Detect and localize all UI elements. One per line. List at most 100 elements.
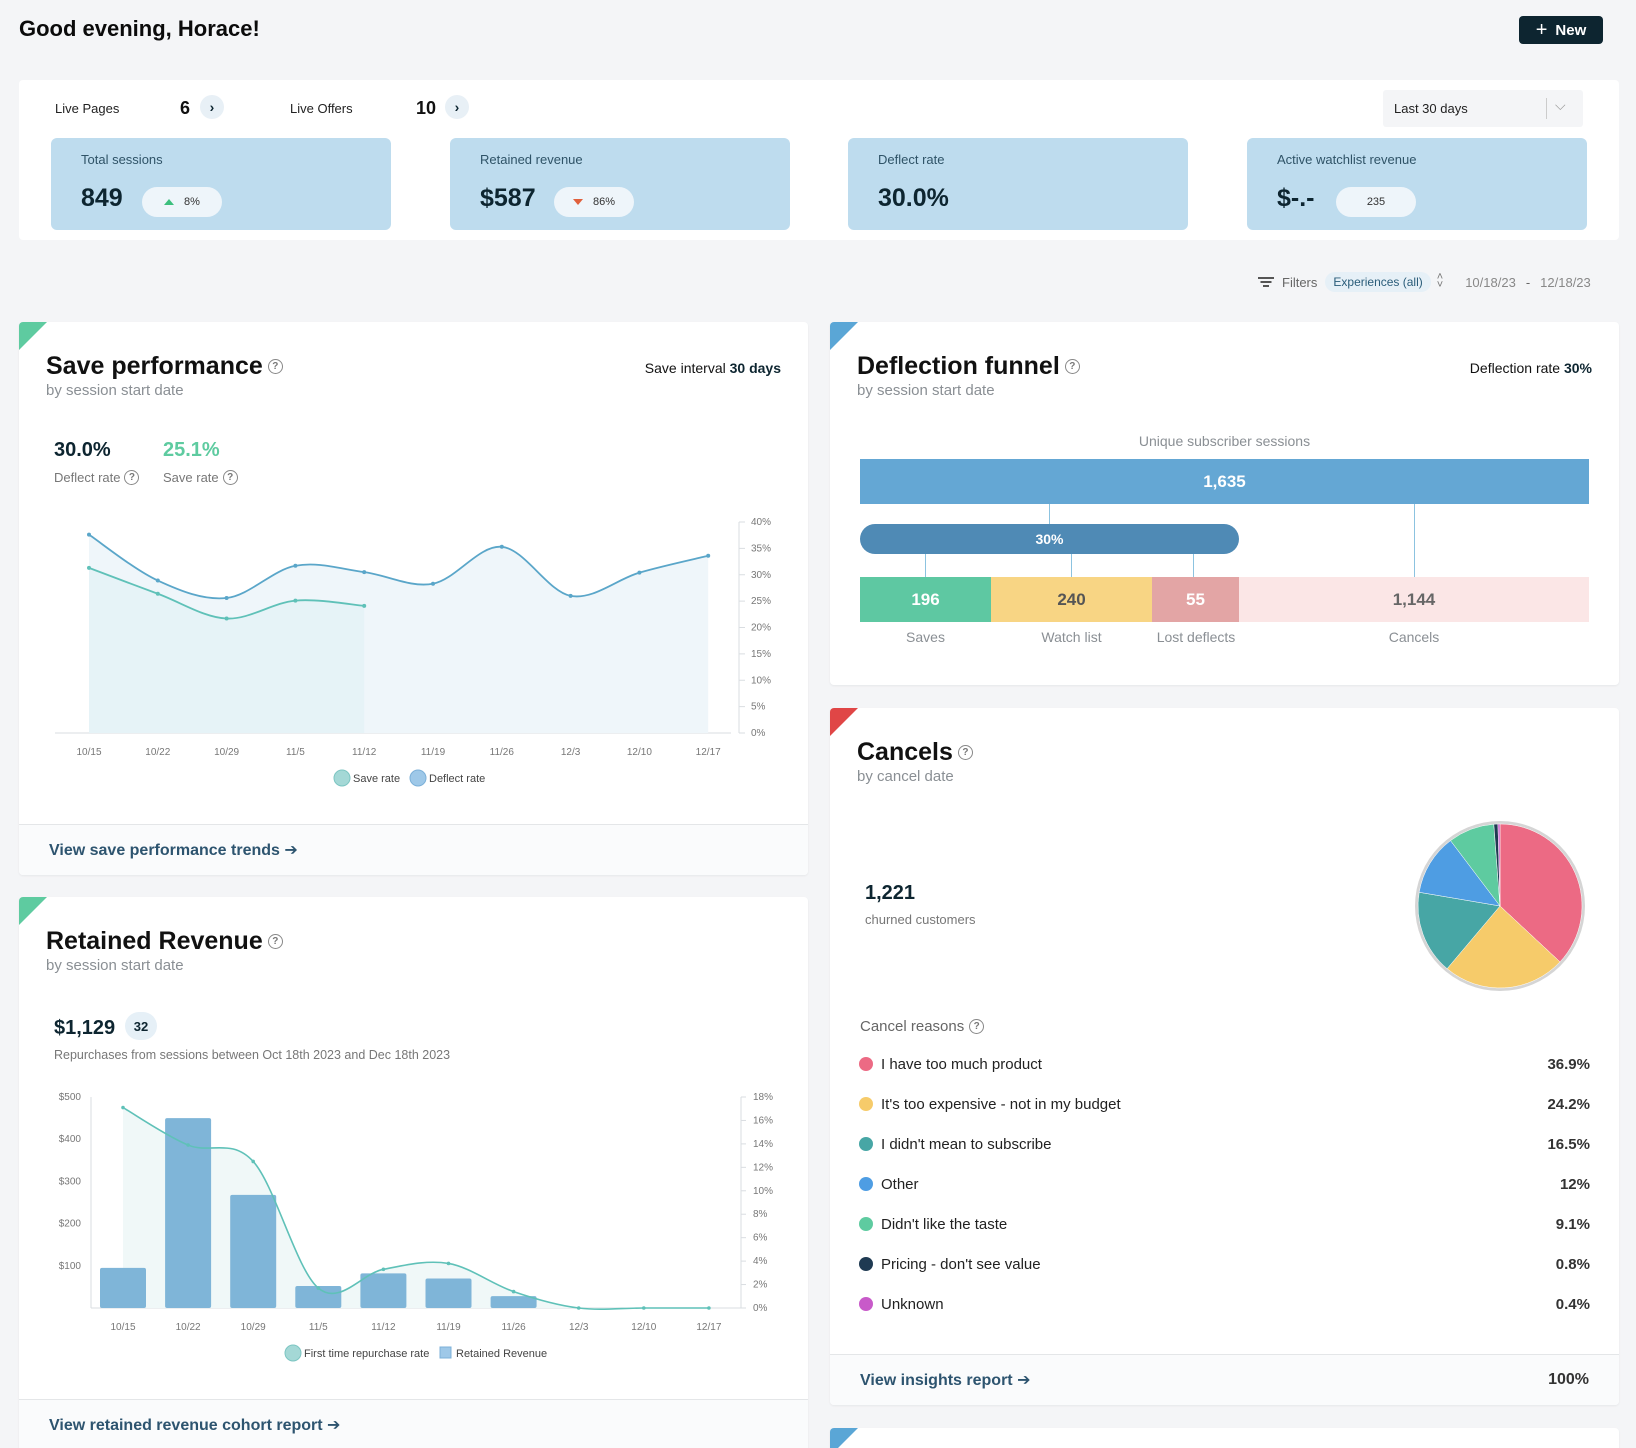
cancel-reason-row[interactable]: Didn't like the taste 9.1% xyxy=(859,1214,1590,1234)
card-subtitle: by session start date xyxy=(46,957,184,974)
y-left-tick-label: $400 xyxy=(59,1134,82,1145)
cancel-reason-row[interactable]: I didn't mean to subscribe 16.5% xyxy=(859,1134,1590,1154)
experiences-filter[interactable]: Experiences (all) xyxy=(1325,272,1431,292)
deflection-rate: Deflection rate 30% xyxy=(1470,360,1592,376)
pie-slice xyxy=(1497,823,1501,907)
y-left-tick-label: $500 xyxy=(59,1092,82,1103)
x-tick-label: 11/26 xyxy=(490,747,515,758)
y-tick-label: 25% xyxy=(751,596,771,607)
y-right-tick-label: 18% xyxy=(753,1092,773,1103)
cancel-reason-label: Didn't like the taste xyxy=(881,1215,1008,1233)
y-right-tick-label: 0% xyxy=(753,1303,768,1314)
insights-report-link[interactable]: View insights report ➔ xyxy=(860,1372,1031,1389)
x-tick-label: 11/26 xyxy=(501,1322,526,1333)
kpi-change-value: 86% xyxy=(592,196,616,208)
x-tick-label: 11/12 xyxy=(352,747,377,758)
x-tick-label: 12/10 xyxy=(627,747,652,758)
date-range-select[interactable]: Last 30 days ⌵ xyxy=(1383,90,1583,127)
cancel-reason-label: I have too much product xyxy=(881,1055,1042,1073)
kpi-change-badge: 8% xyxy=(142,187,222,217)
funnel-saves-bar[interactable]: 196 xyxy=(860,577,991,622)
live-offers-label: Live Offers xyxy=(290,101,353,116)
help-icon[interactable]: ? xyxy=(124,470,140,485)
churned-label: churned customers xyxy=(865,912,976,927)
summary-panel: Live Pages 6 › Live Offers 10 › Last 30 … xyxy=(19,80,1619,240)
date-to[interactable]: 12/18/23 xyxy=(1540,274,1591,290)
cancel-reason-label: It's too expensive - not in my budget xyxy=(881,1095,1121,1113)
x-tick-label: 11/12 xyxy=(371,1322,396,1333)
y-left-tick-label: $100 xyxy=(59,1261,82,1272)
cancels-footer: View insights report ➔ 100% xyxy=(830,1354,1619,1405)
funnel-watchlist-bar[interactable]: 240 xyxy=(991,577,1152,622)
x-tick-label: 12/17 xyxy=(696,747,721,758)
pie-slice xyxy=(1418,840,1501,907)
y-tick-label: 35% xyxy=(751,543,771,554)
deflect-rate-point xyxy=(637,570,642,575)
kpi-value: $-.- xyxy=(1277,184,1315,212)
card-title-text: Save performance xyxy=(46,352,263,380)
date-from[interactable]: 10/18/23 xyxy=(1465,274,1516,290)
cancel-reasons-label: Cancel reasons ? xyxy=(860,1018,985,1035)
kpi-total-sessions[interactable]: Total sessions 849 8% xyxy=(51,138,391,230)
cancel-reason-row[interactable]: Pricing - don't see value 0.8% xyxy=(859,1254,1590,1274)
y-right-tick-label: 4% xyxy=(753,1256,768,1267)
funnel-connector xyxy=(1071,554,1072,577)
legend-repurchase-rate-swatch xyxy=(284,1344,302,1362)
sort-icon[interactable]: ˄ ˅ xyxy=(1436,271,1444,291)
funnel-total-bar[interactable]: 1,635 xyxy=(860,459,1589,504)
kpi-change-value: 8% xyxy=(184,196,200,208)
kpi-retained-revenue[interactable]: Retained revenue $587 86% xyxy=(450,138,790,230)
legend-save-rate-swatch xyxy=(333,769,351,787)
help-icon[interactable]: ? xyxy=(267,934,283,949)
cancel-reason-row[interactable]: I have too much product 36.9% xyxy=(859,1054,1590,1074)
live-pages-count: 6 xyxy=(180,98,191,118)
deflect-rate-point xyxy=(293,563,298,568)
help-icon[interactable]: ? xyxy=(222,470,238,485)
live-offers-chevron-icon[interactable]: › xyxy=(445,95,469,119)
card-corner xyxy=(19,322,47,350)
x-tick-label: 11/19 xyxy=(436,1322,461,1333)
live-pages-chevron-icon[interactable]: › xyxy=(200,95,224,119)
funnel-connector xyxy=(925,554,926,577)
funnel-deflect-bar[interactable]: 30% xyxy=(860,524,1239,554)
cancel-reasons-pie xyxy=(1415,821,1585,991)
card-subtitle: by cancel date xyxy=(857,768,954,785)
next-card xyxy=(830,1428,1619,1448)
save-performance-card: Save performance ? by session start date… xyxy=(19,322,808,875)
filter-icon[interactable] xyxy=(1258,276,1274,288)
cancel-reason-pct: 16.5% xyxy=(1547,1135,1590,1153)
filters-bar: Filters Experiences (all) ˄ ˅ 10/18/23 - … xyxy=(1258,272,1591,292)
pie-slice xyxy=(1446,905,1561,989)
legend-dot xyxy=(859,1097,873,1111)
legend-dot xyxy=(859,1257,873,1271)
x-tick-label: 10/15 xyxy=(76,747,101,758)
x-tick-label: 10/15 xyxy=(110,1322,135,1333)
cancel-reason-row[interactable]: It's too expensive - not in my budget 24.… xyxy=(859,1094,1590,1114)
y-tick-label: 10% xyxy=(751,675,771,686)
help-icon[interactable]: ? xyxy=(1064,359,1080,374)
help-icon[interactable]: ? xyxy=(267,359,283,374)
card-subtitle: by session start date xyxy=(857,382,995,399)
kpi-watchlist-revenue[interactable]: Active watchlist revenue $-.- 235 xyxy=(1247,138,1587,230)
live-pages-label: Live Pages xyxy=(55,101,120,116)
repurchase-rate-point xyxy=(446,1261,451,1266)
funnel-top-label: Unique subscriber sessions xyxy=(1138,433,1311,449)
funnel-cancels-bar[interactable]: 1,144 xyxy=(1239,577,1589,622)
retained-revenue-footer-link[interactable]: View retained revenue cohort report ➔ xyxy=(19,1399,808,1448)
y-tick-label: 20% xyxy=(751,623,771,634)
cancel-reason-row[interactable]: Other 12% xyxy=(859,1174,1590,1194)
help-icon[interactable]: ? xyxy=(969,1019,985,1034)
kpi-deflect-rate[interactable]: Deflect rate 30.0% xyxy=(848,138,1188,230)
filters-label[interactable]: Filters xyxy=(1282,274,1318,290)
y-left-tick-label: $300 xyxy=(59,1176,82,1187)
help-icon[interactable]: ? xyxy=(957,745,973,760)
cancel-reason-row[interactable]: Unknown 0.4% xyxy=(859,1294,1590,1314)
funnel-saves-label: Saves xyxy=(906,629,945,645)
trend-up-icon xyxy=(164,199,175,205)
funnel-lost-deflects-bar[interactable]: 55 xyxy=(1152,577,1239,622)
new-button[interactable]: + New xyxy=(1519,16,1603,44)
save-rate-value: 25.1% xyxy=(163,439,220,461)
card-title: Save performance ? xyxy=(46,352,283,381)
save-interval-label: Save interval xyxy=(644,360,726,376)
save-performance-footer-link[interactable]: View save performance trends ➔ xyxy=(19,824,808,875)
